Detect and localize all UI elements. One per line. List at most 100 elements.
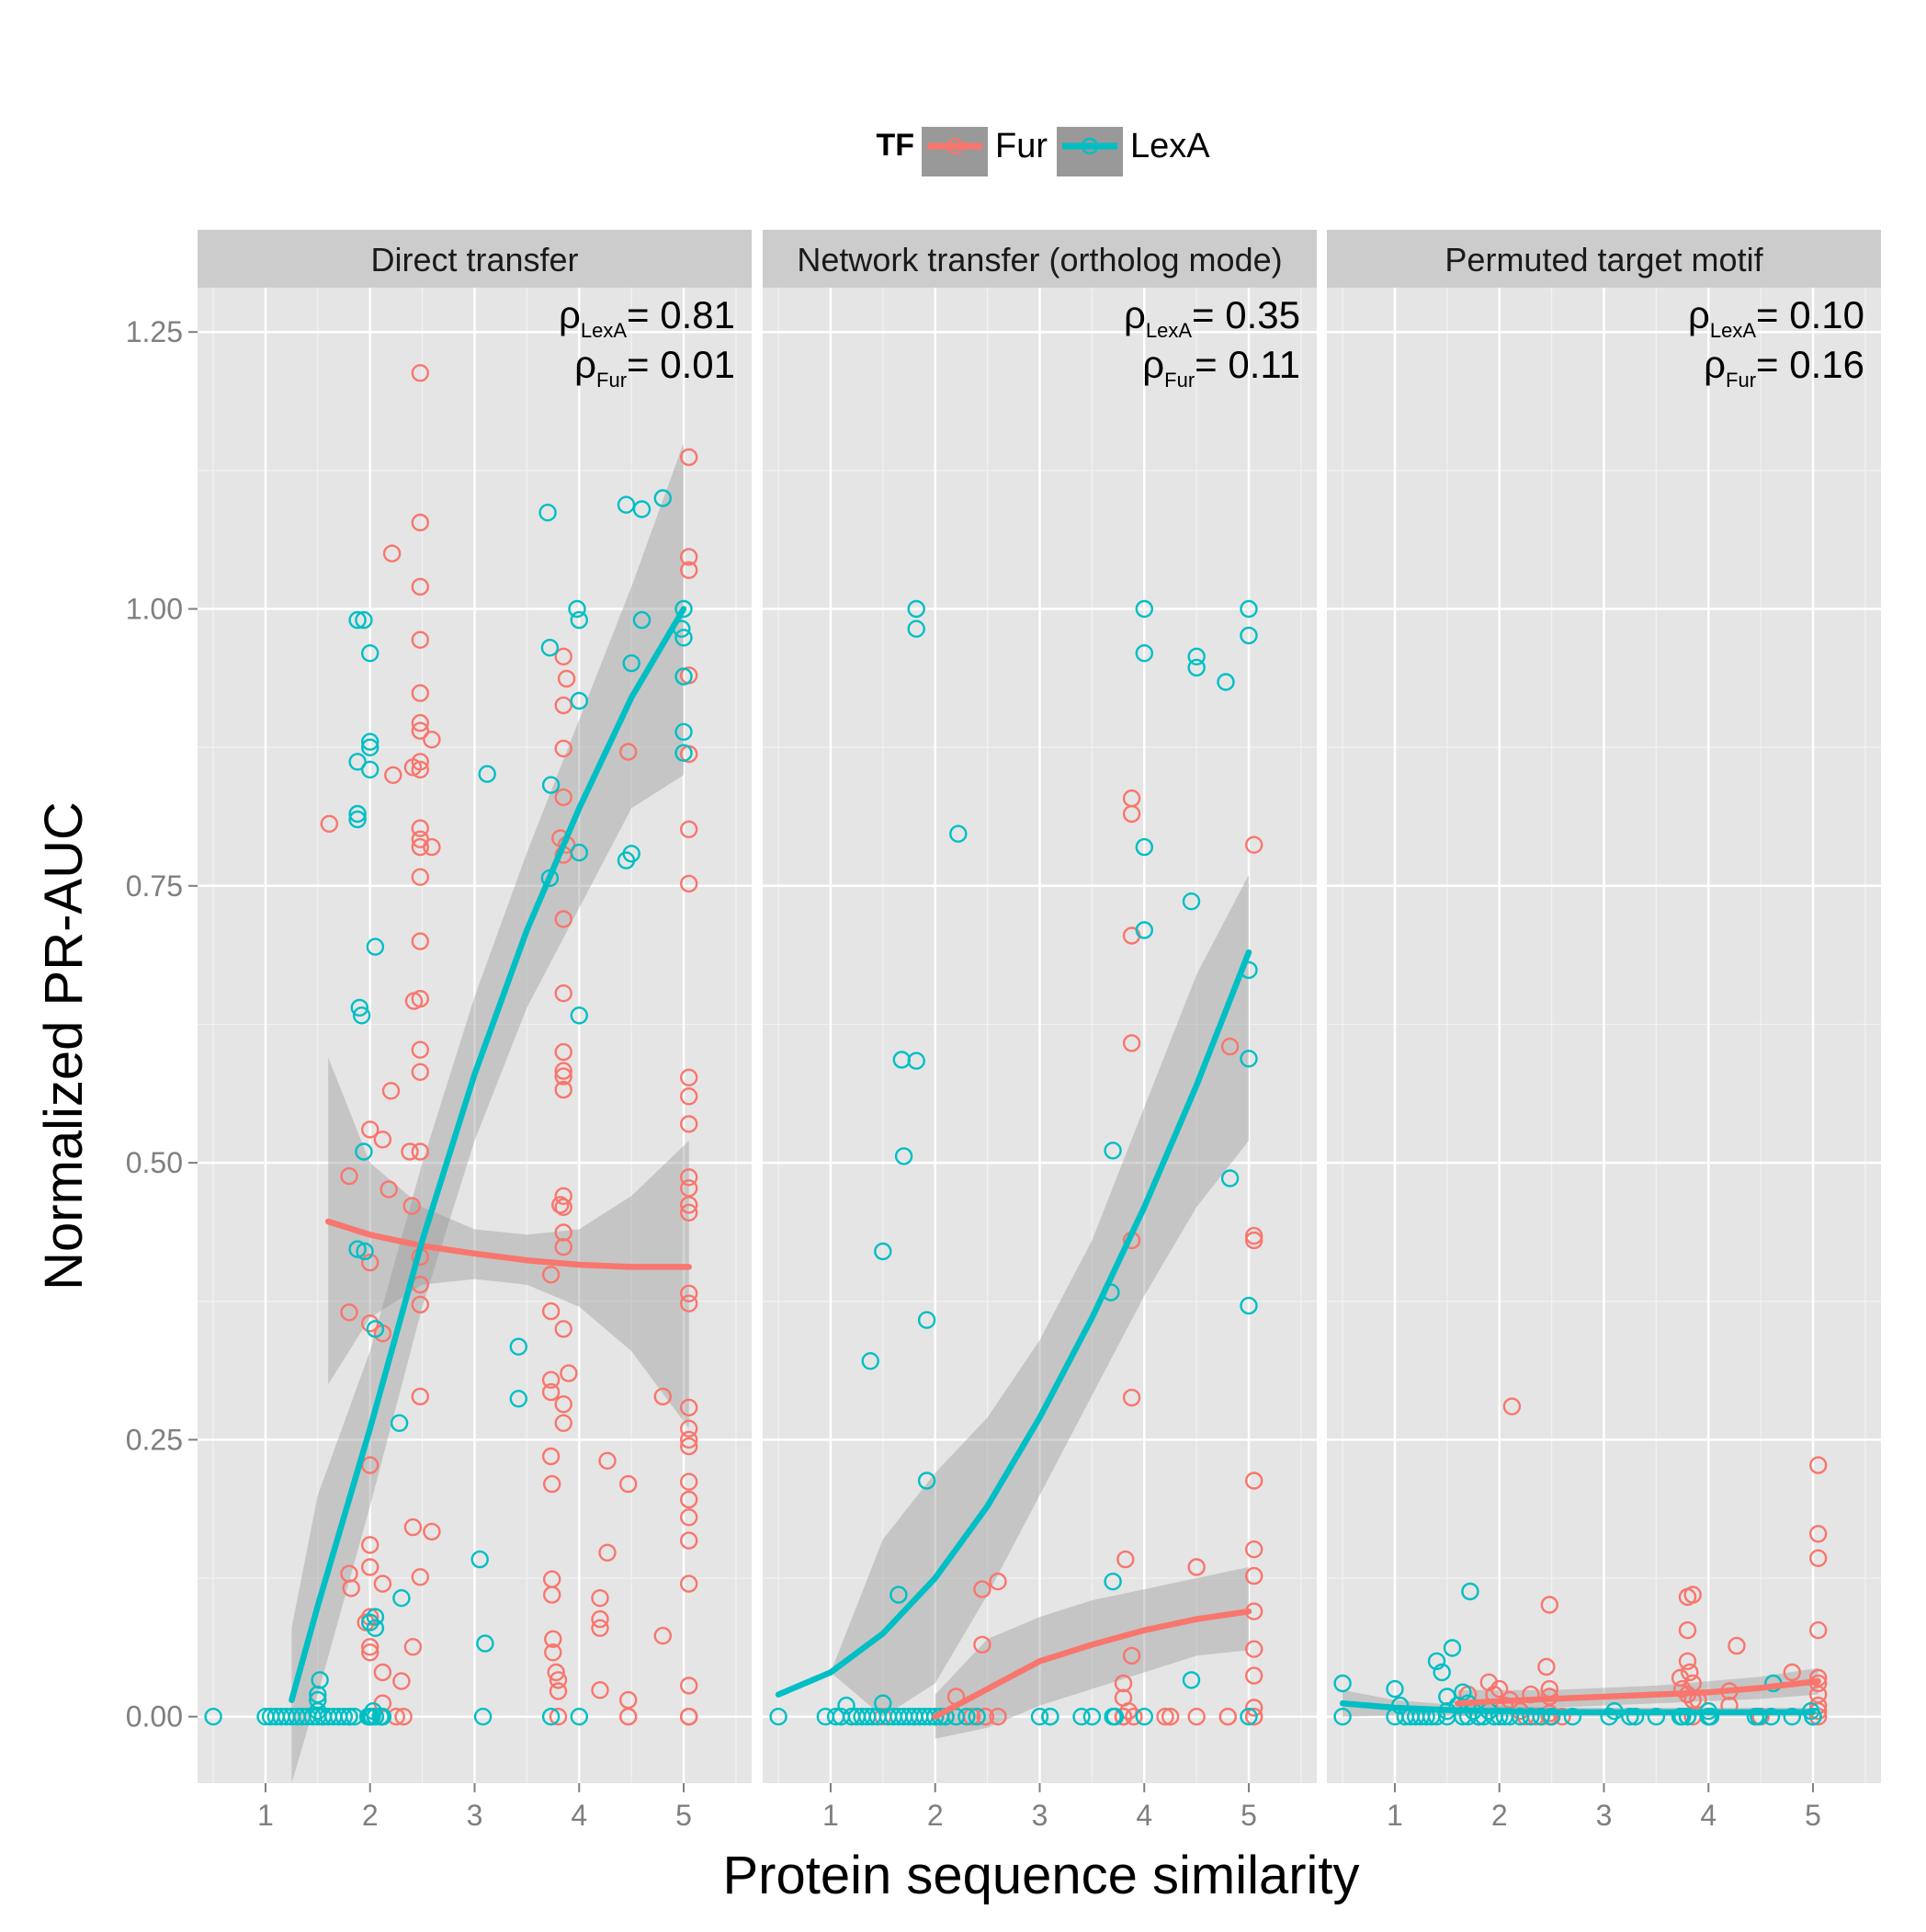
data-point: [591, 1681, 609, 1699]
rho-symbol: ρ: [1142, 343, 1164, 386]
data-point: [874, 1242, 892, 1261]
y-tick-label: 0.50: [126, 1146, 183, 1179]
fit-line-fur: [1454, 1677, 1821, 1707]
data-point: [551, 1196, 570, 1214]
data-point: [361, 760, 380, 778]
x-tick-label: 5: [1805, 1799, 1821, 1832]
x-tick-label: 3: [467, 1799, 483, 1832]
data-point: [342, 1579, 360, 1597]
data-point: [680, 1284, 698, 1303]
data-point: [973, 1635, 991, 1654]
data-point: [384, 766, 402, 784]
data-point: [366, 1707, 385, 1726]
data-point: [1030, 1707, 1049, 1726]
data-point: [411, 1040, 429, 1059]
data-point: [1626, 1707, 1645, 1726]
data-point: [1240, 599, 1258, 619]
data-point: [949, 824, 968, 843]
data-point: [411, 868, 429, 886]
data-point: [598, 1543, 617, 1563]
data-point: [1783, 1707, 1802, 1726]
data-point: [1553, 1707, 1571, 1726]
data-point: [976, 1707, 995, 1726]
data-point: [361, 1638, 380, 1656]
data-point: [411, 1387, 429, 1406]
data-point: [907, 599, 925, 619]
data-point: [858, 1707, 877, 1726]
strip-background: [763, 230, 1317, 288]
fit-line-fur: [932, 1608, 1252, 1720]
data-point: [1563, 1707, 1582, 1726]
data-point: [1433, 1663, 1451, 1682]
x-tick-label: 4: [1700, 1799, 1716, 1832]
data-point: [570, 691, 588, 710]
legend-key-point: [946, 137, 964, 155]
data-point: [1122, 1034, 1141, 1052]
data-point: [680, 874, 698, 893]
data-point: [680, 1574, 698, 1593]
data-point: [861, 1352, 879, 1370]
legend: TF Fur LexA: [876, 127, 1210, 176]
data-point: [674, 599, 693, 619]
data-point: [380, 1180, 398, 1199]
confidence-band-fur: [328, 1057, 689, 1429]
data-point: [769, 1707, 787, 1726]
data-point: [680, 1203, 698, 1222]
data-point: [1244, 1226, 1263, 1245]
data-point: [373, 1131, 392, 1149]
data-point: [411, 819, 429, 837]
data-point: [1333, 1674, 1352, 1693]
confidence-band-fur: [935, 1567, 1249, 1739]
data-point: [423, 837, 441, 857]
fit-line-lexa: [775, 949, 1252, 1698]
panel-2: Network transfer (ortholog mode) ρLexA= 0…: [763, 230, 1317, 1832]
strip-label: Direct transfer: [370, 241, 578, 278]
data-point: [404, 992, 424, 1010]
legend-entries: Fur LexA: [922, 127, 1210, 176]
data-point: [1122, 1646, 1141, 1665]
data-point: [570, 610, 588, 630]
data-point: [361, 1314, 380, 1333]
rho-subscript: Fur: [1164, 369, 1195, 392]
rho-lexa: ρLexA= 0.10: [1688, 293, 1864, 342]
data-point: [311, 1671, 329, 1689]
data-point: [392, 1588, 411, 1608]
data-point: [361, 738, 380, 756]
data-point: [348, 804, 367, 824]
data-point: [554, 1395, 572, 1414]
data-point: [403, 1517, 423, 1537]
data-point: [355, 610, 373, 630]
y-axis-title: Normalized PR-AUC: [34, 801, 94, 1290]
data-point: [361, 1558, 380, 1576]
fit-line-lexa: [289, 606, 687, 1703]
data-point: [402, 1197, 421, 1215]
data-point: [1438, 1688, 1456, 1706]
data-point: [381, 1082, 401, 1100]
data-point: [361, 1536, 380, 1554]
data-point: [411, 932, 429, 950]
data-point: [411, 837, 429, 857]
rho-symbol: ρ: [1124, 293, 1146, 336]
data-point: [653, 1387, 672, 1406]
data-point: [348, 610, 367, 630]
data-point: [1104, 1572, 1122, 1591]
data-point: [1072, 1707, 1091, 1726]
data-point: [366, 1619, 385, 1638]
legend-key-point: [1081, 137, 1099, 155]
data-point: [674, 667, 693, 686]
gridlines: [198, 288, 752, 1783]
data-point: [541, 1382, 561, 1402]
x-axis-title: Protein sequence similarity: [722, 1846, 1359, 1905]
data-point: [1125, 1707, 1143, 1726]
data-point: [1490, 1679, 1509, 1699]
y-tick-label: 0.75: [126, 869, 183, 903]
data-point: [554, 739, 572, 758]
rho-subscript: LexA: [1710, 319, 1756, 342]
data-point: [1681, 1663, 1699, 1682]
data-point: [411, 631, 429, 649]
rho-fur: ρFur= 0.01: [574, 343, 735, 392]
data-point: [674, 629, 693, 647]
